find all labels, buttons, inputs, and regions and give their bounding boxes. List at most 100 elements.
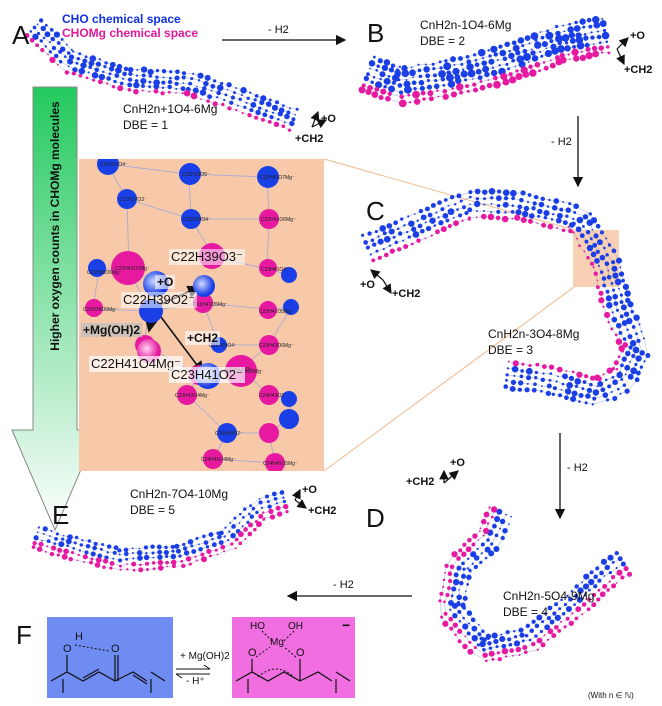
network-node [75,61,79,65]
network-node [494,515,501,523]
network-node [564,388,572,395]
network-node [123,551,129,557]
network-node [258,497,261,500]
inset-small-label: C21H41O7Mg⁻ [115,266,150,272]
network-node [106,551,109,554]
network-node [557,628,562,633]
network-node [508,52,515,60]
network-node [566,382,573,389]
network-node [622,283,630,290]
network-node [501,643,507,649]
network-node [210,89,213,92]
network-node [482,189,488,195]
network-node [183,550,190,556]
network-node [592,396,597,401]
dir-ch2-a: +CH2 [295,133,324,145]
network-node [464,635,467,638]
network-node [132,557,135,560]
network-node [504,41,510,48]
network-node [74,535,79,540]
network-node [596,279,599,282]
network-node [246,520,250,524]
network-node [461,561,465,566]
network-node [610,282,614,285]
network-node [167,84,172,90]
reaction-reagent: + Mg(OH)2 [180,651,230,662]
network-node [611,375,615,379]
network-node [258,513,264,519]
network-node [466,574,472,581]
network-node [503,196,509,201]
network-node [444,198,448,202]
network-node [435,211,438,214]
dir-o-d: +O [450,457,465,469]
network-node [401,69,410,78]
network-node [502,78,510,86]
network-node [527,193,532,197]
network-node [527,218,533,224]
network-node [429,217,436,224]
network-node [58,59,63,64]
network-node [520,190,526,196]
inset-node [97,159,119,175]
network-node [530,48,533,51]
network-node [44,23,48,27]
network-node [230,95,236,100]
network-node [549,39,554,44]
network-node [587,597,591,602]
network-node [82,58,88,64]
network-node [127,77,133,82]
network-node [595,285,600,290]
network-node [55,532,59,536]
network-node [379,77,382,81]
network-node [387,75,391,78]
network-node [624,364,631,371]
network-node [61,553,68,560]
network-node [508,523,510,525]
network-node [82,554,88,560]
network-node [202,534,206,539]
network-node [157,559,164,566]
network-node [577,587,584,594]
network-node [507,360,510,363]
network-node [285,510,289,514]
network-node [605,45,610,49]
network-node [617,387,620,391]
network-node [645,353,651,359]
dbe-b: DBE = 2 [420,34,466,48]
network-node [106,544,112,549]
network-node [525,623,530,629]
dir-ch2-b: +CH2 [624,64,653,76]
network-node [230,532,236,539]
network-node [439,591,444,596]
transition-label-cd: - H2 [567,462,588,474]
inset-node [259,335,279,355]
network-node [374,86,380,92]
network-node [592,242,598,248]
network-node [492,75,498,81]
network-node [418,74,423,79]
network-node [576,371,583,378]
network-node [479,84,486,91]
network-node [133,81,140,89]
network-node [621,356,627,362]
network-node [272,111,275,114]
network-node [607,384,612,389]
network-node [98,58,102,61]
network-node [475,68,482,75]
network-node [216,96,219,99]
network-node [546,29,550,33]
network-node [145,551,148,555]
network-node [361,233,365,237]
network-node [389,248,395,254]
network-node [241,525,244,528]
network-node [590,31,593,34]
network-node [458,619,462,623]
network-node [471,562,474,565]
network-node [427,90,434,97]
network-node [238,541,243,546]
network-node [629,360,632,363]
inset-node [88,259,106,277]
network-node [624,388,630,394]
network-node [611,560,615,564]
